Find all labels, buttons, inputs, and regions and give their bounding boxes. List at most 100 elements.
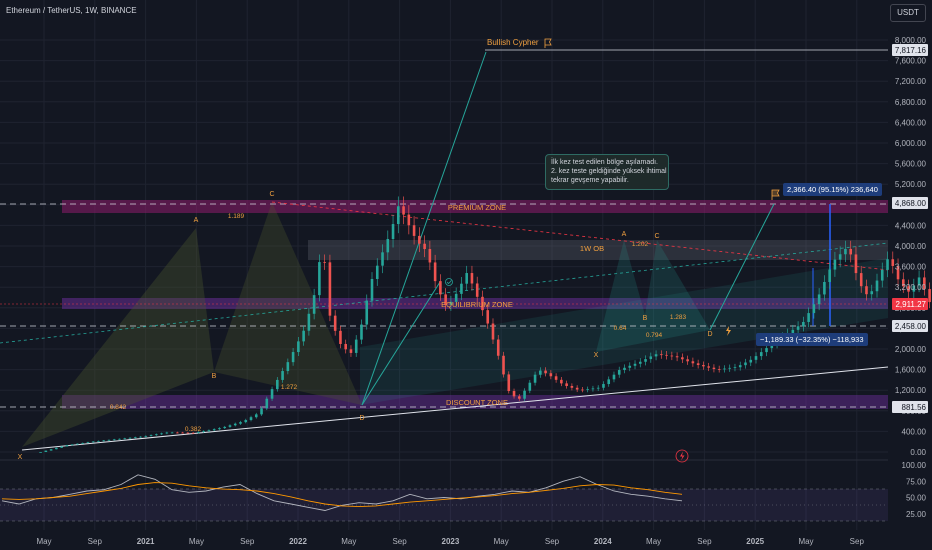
- flag-icon-2: [771, 189, 780, 200]
- candle-body: [654, 354, 658, 357]
- candle-body: [912, 285, 916, 292]
- candles: [39, 196, 931, 453]
- candle-body: [281, 371, 284, 380]
- price-label-value: 2,458.00: [895, 322, 927, 331]
- candle-body: [407, 214, 411, 226]
- callout-note: İlk kez test edilen bölge aşılamadı. 2. …: [545, 154, 669, 190]
- candle-body: [91, 441, 95, 443]
- harmonic-left-1: [22, 228, 214, 447]
- candle-body: [628, 365, 632, 368]
- x-tick-label: May: [189, 537, 204, 546]
- candle-body: [923, 277, 926, 290]
- candle-body: [823, 281, 826, 295]
- chart-title: Ethereum / TetherUS, 1W, BINANCE: [6, 6, 137, 15]
- ratio-right-3: 0.794: [646, 332, 663, 339]
- candle-body: [370, 279, 374, 301]
- candle-body: [112, 439, 116, 441]
- candle-body: [444, 294, 447, 306]
- candle-body: [354, 339, 358, 353]
- candle-body: [644, 359, 647, 362]
- candle-body: [460, 283, 463, 294]
- candle-body: [802, 321, 805, 327]
- candle-body: [886, 259, 889, 270]
- candle-body: [686, 359, 689, 362]
- candle-body: [807, 313, 810, 322]
- note-line-1: İlk kez test edilen bölge aşılamadı.: [551, 159, 659, 166]
- candle-body: [570, 385, 574, 388]
- candle-body: [723, 368, 726, 370]
- candle-body: [265, 398, 269, 409]
- candle-body: [160, 433, 163, 435]
- candle-body: [759, 352, 763, 357]
- rsi-series-line: [1, 474, 683, 511]
- currency-button[interactable]: USDT: [890, 4, 926, 22]
- candle-body: [617, 370, 621, 375]
- candle-body: [297, 341, 300, 353]
- candle-body: [696, 363, 700, 366]
- candle-body: [276, 379, 279, 390]
- candle-body: [891, 259, 895, 266]
- x-tick-label: May: [798, 537, 813, 546]
- candle-body: [423, 243, 426, 250]
- arrow-up-3: [709, 203, 775, 331]
- y-axis: 8,000.00 7,600.00 7,200.00 6,800.00 6,400.00…: [895, 36, 927, 519]
- point-x-right: X: [594, 352, 599, 359]
- point-c-left: C: [269, 191, 274, 198]
- x-tick-label: Sep: [697, 537, 712, 546]
- candle-body: [375, 265, 379, 280]
- candle-body: [665, 354, 668, 356]
- event-icon[interactable]: [675, 449, 689, 463]
- candle-body: [638, 361, 642, 364]
- candle-body: [880, 269, 884, 281]
- point-d-left: D: [359, 415, 364, 422]
- ratio-left-2: 1.272: [281, 384, 298, 391]
- candle-body: [712, 367, 716, 370]
- rsi-tick-label: 75.00: [906, 477, 927, 486]
- candle-body: [517, 396, 521, 399]
- x-tick-label: May: [494, 537, 509, 546]
- event-lightning-icon: [680, 451, 685, 461]
- candle-body: [717, 369, 721, 370]
- premium-zone-label: PREMIUM ZONE: [448, 203, 506, 212]
- y-tick-label: 1,200.00: [895, 386, 927, 395]
- candle-body: [554, 376, 558, 380]
- y-tick-label: 4,000.00: [895, 242, 927, 251]
- candle-body: [744, 362, 747, 366]
- candle-body: [223, 426, 227, 429]
- candle-body: [191, 432, 195, 434]
- x-tick-label: Sep: [392, 537, 407, 546]
- candle-body: [607, 379, 611, 385]
- candle-body: [859, 273, 863, 287]
- candle-body: [70, 444, 74, 446]
- equilibrium-zone-label: EQUILIBRIUM ZONE: [441, 300, 513, 309]
- candle-body: [65, 445, 69, 447]
- candle-body: [181, 432, 184, 434]
- candle-body: [170, 432, 174, 434]
- candle-body: [233, 423, 237, 426]
- y-tick-label: 1,600.00: [895, 366, 927, 375]
- candle-body: [465, 273, 468, 284]
- candle-body: [49, 449, 53, 451]
- candle-body: [197, 432, 200, 433]
- x-tick-label: 2022: [289, 537, 307, 546]
- candle-body: [349, 349, 353, 353]
- candle-body: [333, 315, 337, 331]
- flag-icon: [544, 38, 552, 48]
- ratio-left-4: 0.382: [185, 426, 202, 433]
- candle-body: [854, 254, 858, 274]
- candle-body: [128, 437, 132, 439]
- candle-body: [39, 452, 42, 453]
- x-tick-label: May: [646, 537, 661, 546]
- x-tick-label: Sep: [240, 537, 255, 546]
- harmonic-left-2: [214, 202, 362, 405]
- candle-body: [291, 352, 295, 363]
- bullish-cypher-label: Bullish Cypher: [487, 38, 539, 47]
- candle-body: [612, 374, 616, 380]
- ob-label: 1W OB: [580, 244, 604, 253]
- y-tick-label: 0.00: [910, 448, 926, 457]
- candle-body: [360, 324, 363, 340]
- price-label-value: 7,817.16: [895, 46, 927, 55]
- candle-body: [502, 355, 505, 375]
- candle-body: [439, 281, 442, 295]
